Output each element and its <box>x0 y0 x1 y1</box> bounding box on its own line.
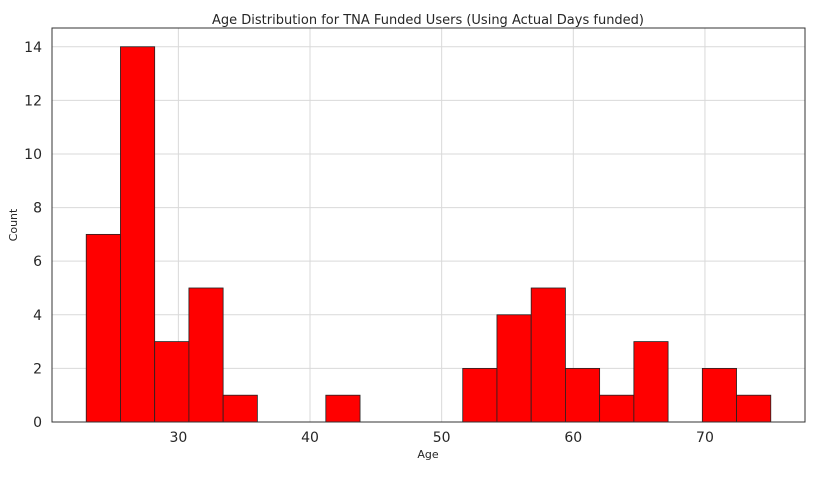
histogram-bar <box>222 394 258 423</box>
bars <box>85 46 772 423</box>
histogram-bar <box>462 367 498 423</box>
histogram-bar <box>530 287 566 423</box>
plot-frame <box>51 27 806 423</box>
histogram-bar <box>565 367 601 423</box>
x-tick-label: 40 <box>301 430 319 446</box>
histogram-bar <box>633 341 669 423</box>
histogram-bar <box>120 46 156 423</box>
y-tick-label: 6 <box>33 254 42 270</box>
histogram-bar <box>188 287 224 423</box>
chart-title: Age Distribution for TNA Funded Users (U… <box>212 13 644 28</box>
x-axis-label: Age <box>417 448 439 461</box>
y-tick-labels: 0 2 4 6 8 10 12 14 <box>24 40 42 431</box>
y-tick-label: 2 <box>33 361 42 377</box>
y-tick-label: 8 <box>33 201 42 217</box>
histogram-bar <box>736 394 772 423</box>
y-tick-label: 4 <box>33 308 42 324</box>
histogram-bar <box>701 367 737 423</box>
y-tick-label: 10 <box>24 147 42 163</box>
x-tick-labels: 30 40 50 60 70 <box>169 430 713 446</box>
y-tick-label: 12 <box>24 93 42 109</box>
x-tick-label: 50 <box>433 430 451 446</box>
histogram-bar <box>496 314 532 423</box>
x-tick-label: 60 <box>564 430 582 446</box>
histogram-bar <box>599 394 635 423</box>
x-tick-label: 30 <box>169 430 187 446</box>
histogram-bar <box>85 233 121 423</box>
y-tick-label: 14 <box>24 40 42 56</box>
y-tick-label: 0 <box>33 415 42 431</box>
histogram-bar <box>154 341 190 423</box>
histogram-bar <box>325 394 361 423</box>
x-tick-label: 70 <box>696 430 714 446</box>
y-axis-label: Count <box>7 208 20 241</box>
